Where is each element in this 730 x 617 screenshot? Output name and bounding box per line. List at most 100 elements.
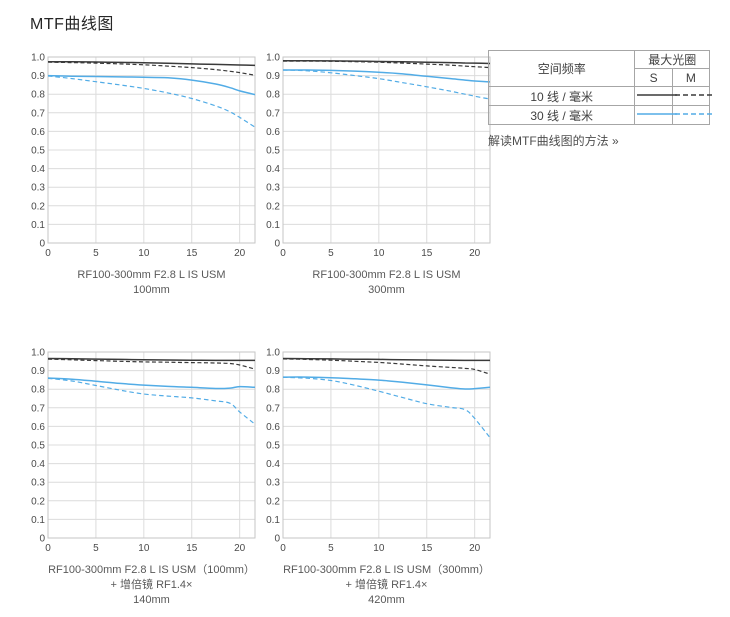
mtf-plot-area: 0 0.1 0.2 0.3 0.4 0.5 0.6 0.7 0.8 0.9 1.0 0 5 10 15 20 xyxy=(266,348,491,554)
y-axis-tick-label: 0.3 xyxy=(266,183,280,194)
y-axis-tick-label: 0.8 xyxy=(31,90,45,101)
x-axis-tick-label: 10 xyxy=(373,543,385,554)
y-axis-tick-label: 0 xyxy=(274,239,280,250)
y-axis-tick-label: 0.5 xyxy=(31,146,45,157)
y-axis-tick-label: 0.6 xyxy=(266,127,280,138)
mtf-curve-10-m xyxy=(47,61,256,76)
x-axis-tick-label: 15 xyxy=(186,248,198,259)
mtf-curve-10-m xyxy=(282,358,491,375)
mtf-curve-10-s xyxy=(47,60,256,67)
mtf-curve-30-m xyxy=(282,69,491,100)
x-axis-tick-label: 5 xyxy=(328,248,334,259)
y-axis-tick-label: 1.0 xyxy=(266,348,280,359)
x-axis-tick-label: 15 xyxy=(421,543,433,554)
y-axis-tick-label: 0.7 xyxy=(31,108,45,119)
mtf-plot-area: 0 0.1 0.2 0.3 0.4 0.5 0.6 0.7 0.8 0.9 1.0 0 5 10 15 20 xyxy=(266,53,491,259)
solid-black-line-swatch xyxy=(635,89,679,103)
y-axis-tick-label: 1.0 xyxy=(31,53,45,64)
mtf-curve-30-s xyxy=(47,377,256,390)
mtf-curve-30-s xyxy=(282,376,491,390)
x-axis-tick-label: 20 xyxy=(469,543,481,554)
mtf-plot-area: 0 0.1 0.2 0.3 0.4 0.5 0.6 0.7 0.8 0.9 1.0 0 5 10 15 20 xyxy=(31,53,256,259)
chart-caption-line: + 增倍镜 RF1.4× xyxy=(345,579,428,591)
legend-row-30-lines: 30 线 / 毫米 xyxy=(487,105,715,125)
chart-caption-line: 100mm xyxy=(133,284,170,296)
y-axis-tick-label: 1.0 xyxy=(266,53,280,64)
legend-row-10-label: 10 线 / 毫米 xyxy=(487,86,636,106)
y-axis-tick-label: 0.4 xyxy=(266,459,280,470)
mtf-curve-10-s xyxy=(47,357,255,362)
y-axis-tick-label: 0.2 xyxy=(31,201,45,212)
legend-row-30-label: 30 线 / 毫米 xyxy=(487,105,636,125)
solid-blue-line-swatch xyxy=(635,108,679,122)
legend-row-10-lines: 10 线 / 毫米 xyxy=(487,86,715,106)
legend-panel: 空间频率 最大光圈 S M 10 线 / 毫米 30 线 / 毫米 解读MTF曲… xyxy=(487,50,715,149)
spatial-frequency-header: 空间频率 xyxy=(487,50,636,87)
y-axis-tick-label: 0.7 xyxy=(266,403,280,414)
mtf-chart-300mm: 0 0.1 0.2 0.3 0.4 0.5 0.6 0.7 0.8 0.9 1.0 0 5 10 15 20 R… xyxy=(265,49,495,298)
mtf-curve-30-m xyxy=(47,75,256,128)
x-axis-tick-label: 10 xyxy=(373,248,385,259)
mtf-curve-10-m xyxy=(283,60,491,69)
y-axis-tick-label: 0.4 xyxy=(266,164,280,175)
y-axis-tick-label: 0.2 xyxy=(266,201,280,212)
mtf-chart-140mm-extender: 0 0.1 0.2 0.3 0.4 0.5 0.6 0.7 0.8 0.9 1.0 0 5 10 15 20 R… xyxy=(30,344,260,608)
x-axis-tick-label: 0 xyxy=(280,248,286,259)
x-axis-tick-label: 20 xyxy=(234,543,246,554)
y-axis-tick-label: 0.9 xyxy=(266,71,280,82)
y-axis-tick-label: 0.2 xyxy=(31,496,45,507)
chart-caption-line: 420mm xyxy=(368,594,405,606)
s-column-header: S xyxy=(634,68,673,87)
y-axis-tick-label: 0.3 xyxy=(266,478,280,489)
chart-caption: RF100-300mm F2.8 L IS USM（300mm） + 增倍镜 RF… xyxy=(283,563,490,608)
mtf-curve-30-s xyxy=(283,69,491,83)
chart-caption: RF100-300mm F2.8 L IS USM 100mm xyxy=(48,268,255,298)
chart-caption: RF100-300mm F2.8 L IS USM 300mm xyxy=(283,268,490,298)
max-aperture-header: 最大光圈 xyxy=(634,50,710,69)
y-axis-tick-label: 0.6 xyxy=(31,127,45,138)
mtf-curve-10-m xyxy=(47,358,256,370)
mtf-curve-30-s xyxy=(47,74,256,96)
page-title: MTF曲线图 xyxy=(30,16,114,33)
y-axis-tick-label: 0.5 xyxy=(266,441,280,452)
y-axis-tick-label: 0.4 xyxy=(31,459,45,470)
mtf-chart-420mm-extender: 0 0.1 0.2 0.3 0.4 0.5 0.6 0.7 0.8 0.9 1.0 0 5 10 15 20 R… xyxy=(265,344,495,608)
mtf-guide-link[interactable]: 解读MTF曲线图的方法 » xyxy=(488,134,619,148)
dashed-blue-line-swatch xyxy=(673,108,717,122)
y-axis-tick-label: 0.1 xyxy=(266,515,280,526)
x-axis-tick-label: 0 xyxy=(45,248,51,259)
chart-caption-line: RF100-300mm F2.8 L IS USM xyxy=(77,269,226,281)
x-axis-tick-label: 0 xyxy=(280,543,286,554)
y-axis-tick-label: 0.8 xyxy=(266,385,280,396)
y-axis-tick-label: 0.8 xyxy=(31,385,45,396)
y-axis-tick-label: 0.5 xyxy=(31,441,45,452)
y-axis-tick-label: 0.6 xyxy=(31,422,45,433)
chart-caption-line: + 增倍镜 RF1.4× xyxy=(110,579,193,591)
x-axis-tick-label: 20 xyxy=(234,248,246,259)
chart-caption-line: 140mm xyxy=(133,594,170,606)
chart-caption-line: RF100-300mm F2.8 L IS USM（300mm） xyxy=(283,564,490,576)
mtf-curve-30-m xyxy=(47,377,256,425)
mtf-plot-area: 0 0.1 0.2 0.3 0.4 0.5 0.6 0.7 0.8 0.9 1.0 0 5 10 15 20 xyxy=(31,348,256,554)
y-axis-tick-label: 0.1 xyxy=(31,515,45,526)
m-column-header: M xyxy=(671,68,711,87)
mtf-chart-100mm: 0 0.1 0.2 0.3 0.4 0.5 0.6 0.7 0.8 0.9 1.0 0 5 10 15 20 R… xyxy=(30,49,260,298)
y-axis-tick-label: 0.1 xyxy=(31,220,45,231)
x-axis-tick-label: 15 xyxy=(186,543,198,554)
chart-caption-line: RF100-300mm F2.8 L IS USM（100mm） xyxy=(48,564,255,576)
mtf-curve-10-s xyxy=(282,357,490,362)
y-axis-tick-label: 0.6 xyxy=(266,422,280,433)
dashed-black-line-swatch xyxy=(673,89,717,103)
y-axis-tick-label: 0.2 xyxy=(266,496,280,507)
y-axis-tick-label: 1.0 xyxy=(31,348,45,359)
y-axis-tick-label: 0.1 xyxy=(266,220,280,231)
x-axis-tick-label: 15 xyxy=(421,248,433,259)
y-axis-tick-label: 0.3 xyxy=(31,183,45,194)
x-axis-tick-label: 5 xyxy=(93,543,99,554)
y-axis-tick-label: 0.7 xyxy=(31,403,45,414)
mtf-curve-30-m xyxy=(282,376,491,438)
y-axis-tick-label: 0.3 xyxy=(31,478,45,489)
y-axis-tick-label: 0.9 xyxy=(266,366,280,377)
legend-table: 空间频率 最大光圈 S M 10 线 / 毫米 30 线 / 毫米 xyxy=(487,50,715,125)
y-axis-tick-label: 0.9 xyxy=(31,366,45,377)
